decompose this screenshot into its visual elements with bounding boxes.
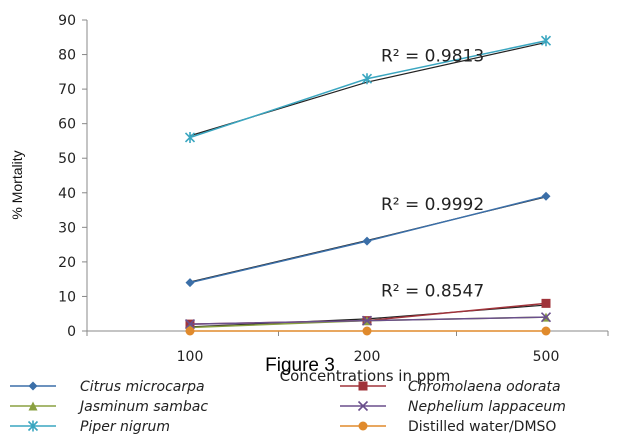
data-point — [186, 132, 195, 143]
trendlines — [190, 42, 546, 326]
y-tick-label: 0 — [67, 324, 76, 340]
legend-label: Nephelium lappaceum — [408, 399, 566, 415]
y-tick-label: 10 — [58, 289, 76, 305]
figure-caption: Figure 3 — [265, 355, 335, 376]
legend-label: Chromolaena odorata — [408, 379, 561, 395]
y-tick-label: 90 — [58, 13, 76, 29]
series — [186, 192, 551, 287]
legend-label: Citrus microcarpa — [80, 379, 205, 395]
y-tick-label: 70 — [58, 82, 76, 98]
legend-item: Piper nigrum — [10, 419, 170, 435]
legend-item: Citrus microcarpa — [10, 379, 205, 395]
r-squared-label: R² = 0.9992 — [381, 195, 484, 215]
legend-marker — [359, 422, 368, 431]
series — [186, 35, 551, 143]
data-point — [363, 237, 372, 246]
data-point — [186, 278, 195, 287]
legend-label: Jasminum sambac — [77, 399, 208, 415]
series — [186, 327, 551, 336]
data-point — [186, 327, 195, 336]
data-point — [542, 299, 551, 308]
r-squared-label: R² = 0.8547 — [381, 282, 484, 302]
y-axis-label: % Mortality — [9, 150, 25, 219]
legend: Citrus microcarpa Chromolaena odorata Jasm… — [10, 379, 566, 435]
data-point — [363, 327, 372, 336]
series-line — [190, 41, 546, 138]
legend-item: Jasminum sambac — [10, 399, 208, 415]
trendline — [190, 42, 546, 135]
x-tick-label: 200 — [354, 349, 381, 365]
legend-item: Nephelium lappaceum — [340, 399, 566, 415]
y-tick-label: 20 — [58, 255, 76, 271]
y-tick-label: 30 — [58, 220, 76, 236]
data-point — [542, 192, 551, 201]
legend-marker — [29, 382, 38, 391]
r-squared-label: R² = 0.9813 — [381, 47, 484, 67]
legend-label: Distilled water/DMSO — [408, 419, 556, 435]
data-point — [542, 327, 551, 336]
y-tick-label: 60 — [58, 117, 76, 133]
legend-label: Piper nigrum — [80, 419, 170, 435]
legend-item: Distilled water/DMSO — [340, 419, 556, 435]
annotations: R² = 0.9813 R² = 0.9992 R² = 0.8547 — [381, 47, 484, 302]
y-tick-label: 40 — [58, 186, 76, 202]
series-layer — [186, 35, 551, 335]
y-tick-label: 50 — [58, 151, 76, 167]
y-tick-label: 80 — [58, 48, 76, 64]
legend-marker — [359, 382, 368, 391]
axes: 0 10 20 30 40 50 60 70 80 90 100 200 500 — [58, 13, 608, 365]
x-tick-label: 500 — [533, 349, 560, 365]
x-tick-label: 100 — [177, 349, 204, 365]
